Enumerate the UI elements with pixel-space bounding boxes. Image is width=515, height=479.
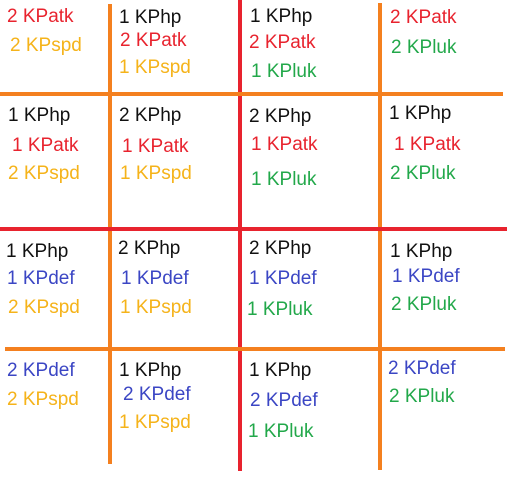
- cell-label-kphp: 2 KPhp: [249, 106, 312, 127]
- grid-line-vertical-center: [238, 0, 242, 471]
- cell-label-kpluk: 1 KPluk: [251, 169, 317, 190]
- cell-label-kphp: 1 KPhp: [119, 7, 182, 28]
- grid-line-horizontal-center: [0, 227, 507, 231]
- cell-label-kphp: 1 KPhp: [389, 103, 452, 124]
- cell-label-kpatk: 2 KPatk: [390, 7, 457, 28]
- cell-label-kphp: 1 KPhp: [8, 105, 71, 126]
- cell-label-kpspd: 1 KPspd: [119, 57, 191, 78]
- cell-label-kphp: 2 KPhp: [118, 238, 181, 259]
- cell-label-kpdef: 1 KPdef: [249, 268, 317, 289]
- cell-label-kpluk: 1 KPluk: [247, 299, 313, 320]
- cell-label-kpluk: 1 KPluk: [248, 421, 314, 442]
- cell-label-kpluk: 2 KPluk: [391, 294, 457, 315]
- cell-label-kpatk: 1 KPatk: [122, 136, 189, 157]
- cell-label-kphp: 2 KPhp: [119, 105, 182, 126]
- cell-label-kpdef: 2 KPdef: [388, 358, 456, 379]
- grid-line-vertical-left: [108, 4, 112, 464]
- cell-label-kpluk: 2 KPluk: [389, 386, 455, 407]
- cell-label-kpdef: 1 KPdef: [392, 266, 460, 287]
- cell-label-kpatk: 1 KPatk: [394, 134, 461, 155]
- cell-label-kphp: 1 KPhp: [250, 6, 313, 27]
- cell-label-kpdef: 1 KPdef: [121, 268, 189, 289]
- cell-label-kphp: 1 KPhp: [249, 360, 312, 381]
- cell-label-kphp: 1 KPhp: [119, 360, 182, 381]
- cell-label-kphp: 1 KPhp: [390, 241, 453, 262]
- cell-label-kpspd: 1 KPspd: [119, 412, 191, 433]
- cell-label-kpatk: 1 KPatk: [12, 135, 79, 156]
- grid-line-vertical-right: [378, 3, 382, 470]
- cell-label-kpspd: 1 KPspd: [120, 163, 192, 184]
- cell-label-kpluk: 1 KPluk: [251, 61, 317, 82]
- cell-label-kpatk: 2 KPatk: [7, 6, 74, 27]
- cell-label-kpdef: 2 KPdef: [7, 360, 75, 381]
- cell-label-kphp: 1 KPhp: [6, 241, 69, 262]
- cell-label-kpdef: 2 KPdef: [123, 384, 191, 405]
- cell-label-kpluk: 2 KPluk: [390, 163, 456, 184]
- cell-label-kpluk: 2 KPluk: [391, 37, 457, 58]
- cell-label-kpatk: 2 KPatk: [249, 32, 316, 53]
- cell-label-kpspd: 2 KPspd: [10, 35, 82, 56]
- grid-line-horizontal-bottom: [5, 347, 505, 351]
- cell-label-kpspd: 2 KPspd: [8, 163, 80, 184]
- grid-line-horizontal-top: [0, 92, 503, 96]
- cell-label-kpdef: 1 KPdef: [7, 268, 75, 289]
- cell-label-kpspd: 2 KPspd: [8, 297, 80, 318]
- cell-label-kphp: 2 KPhp: [249, 238, 312, 259]
- cell-label-kpspd: 2 KPspd: [7, 389, 79, 410]
- cell-label-kpspd: 1 KPspd: [120, 297, 192, 318]
- cell-label-kpatk: 2 KPatk: [120, 30, 187, 51]
- cell-label-kpatk: 1 KPatk: [251, 134, 318, 155]
- cell-label-kpdef: 2 KPdef: [250, 390, 318, 411]
